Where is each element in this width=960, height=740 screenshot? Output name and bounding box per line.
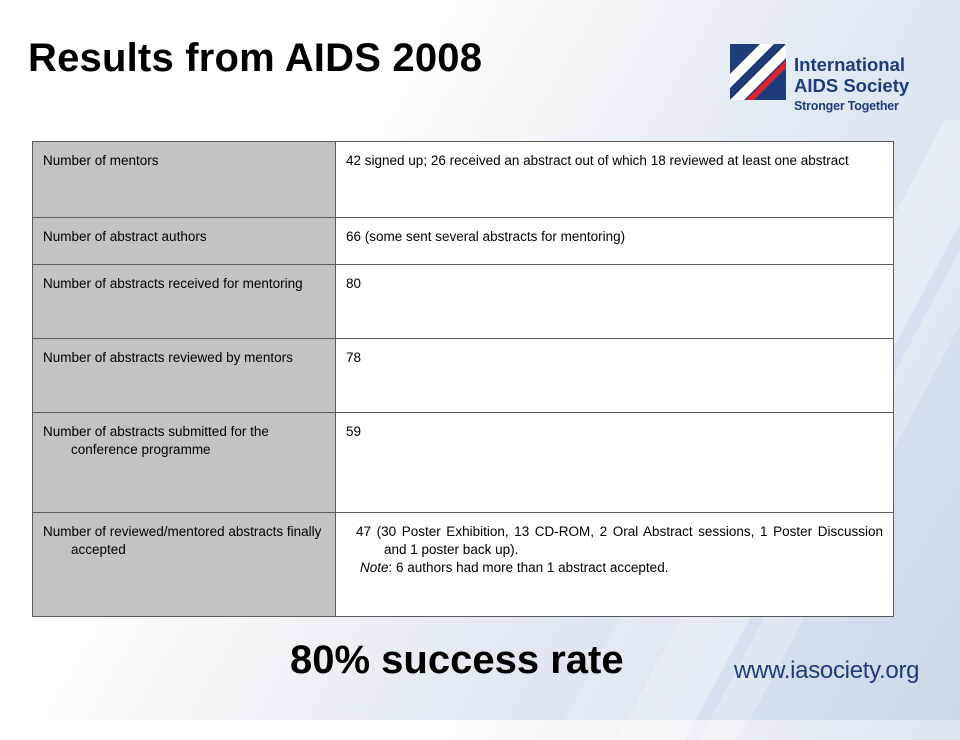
table-row: Number of reviewed/mentored abstracts fi… bbox=[32, 512, 894, 617]
row-value: 66 (some sent several abstracts for ment… bbox=[335, 217, 894, 265]
row-value: 78 bbox=[335, 338, 894, 413]
row-value: 59 bbox=[335, 412, 894, 513]
row-label: Number of abstract authors bbox=[32, 217, 336, 265]
row-label: Number of abstracts submitted for the co… bbox=[32, 412, 336, 513]
note-label: Note bbox=[360, 560, 389, 575]
table-row: Number of mentors 42 signed up; 26 recei… bbox=[32, 141, 894, 218]
ias-logo-mark-icon bbox=[730, 44, 786, 100]
logo-tagline: Stronger Together bbox=[794, 99, 899, 113]
table-row: Number of abstract authors 66 (some sent… bbox=[32, 217, 894, 265]
success-rate: 80% success rate bbox=[290, 638, 624, 682]
row-label: Number of mentors bbox=[32, 141, 336, 218]
row-label: Number of reviewed/mentored abstracts fi… bbox=[32, 512, 336, 617]
row-note: Note: 6 authors had more than 1 abstract… bbox=[346, 559, 883, 577]
row-value: 80 bbox=[335, 264, 894, 339]
row-label-text: Number of abstracts received for mentori… bbox=[43, 276, 303, 291]
row-value-text: 80 bbox=[346, 276, 362, 291]
website-url: www.iasociety.org bbox=[734, 657, 920, 684]
row-value-text: 66 (some sent several abstracts for ment… bbox=[346, 229, 626, 244]
row-value-text: 42 signed up; 26 received an abstract ou… bbox=[346, 153, 849, 168]
row-value-text: 78 bbox=[346, 350, 362, 365]
row-label-text: Number of abstract authors bbox=[43, 229, 207, 244]
table-row: Number of abstracts submitted for the co… bbox=[32, 412, 894, 513]
ias-logo: International AIDS Society Stronger Toge… bbox=[730, 44, 930, 120]
row-value-text: 47 (30 Poster Exhibition, 13 CD-ROM, 2 O… bbox=[356, 524, 883, 557]
slide-title: Results from AIDS 2008 bbox=[28, 36, 483, 80]
row-value-text: 59 bbox=[346, 424, 362, 439]
table-row: Number of abstracts received for mentori… bbox=[32, 264, 894, 339]
row-label-text: Number of reviewed/mentored abstracts fi… bbox=[43, 524, 322, 557]
row-label-text: Number of mentors bbox=[43, 153, 159, 168]
note-text: : 6 authors had more than 1 abstract acc… bbox=[388, 560, 669, 575]
row-label: Number of abstracts reviewed by mentors bbox=[32, 338, 336, 413]
row-value: 42 signed up; 26 received an abstract ou… bbox=[335, 141, 894, 218]
row-label-text: Number of abstracts submitted for the co… bbox=[43, 424, 269, 457]
row-label: Number of abstracts received for mentori… bbox=[32, 264, 336, 339]
results-table: Number of mentors 42 signed up; 26 recei… bbox=[32, 141, 894, 617]
logo-line-2: AIDS Society bbox=[794, 75, 910, 96]
row-value: 47 (30 Poster Exhibition, 13 CD-ROM, 2 O… bbox=[335, 512, 894, 617]
table-row: Number of abstracts reviewed by mentors … bbox=[32, 338, 894, 413]
logo-line-1: International bbox=[794, 54, 906, 75]
row-label-text: Number of abstracts reviewed by mentors bbox=[43, 350, 293, 365]
